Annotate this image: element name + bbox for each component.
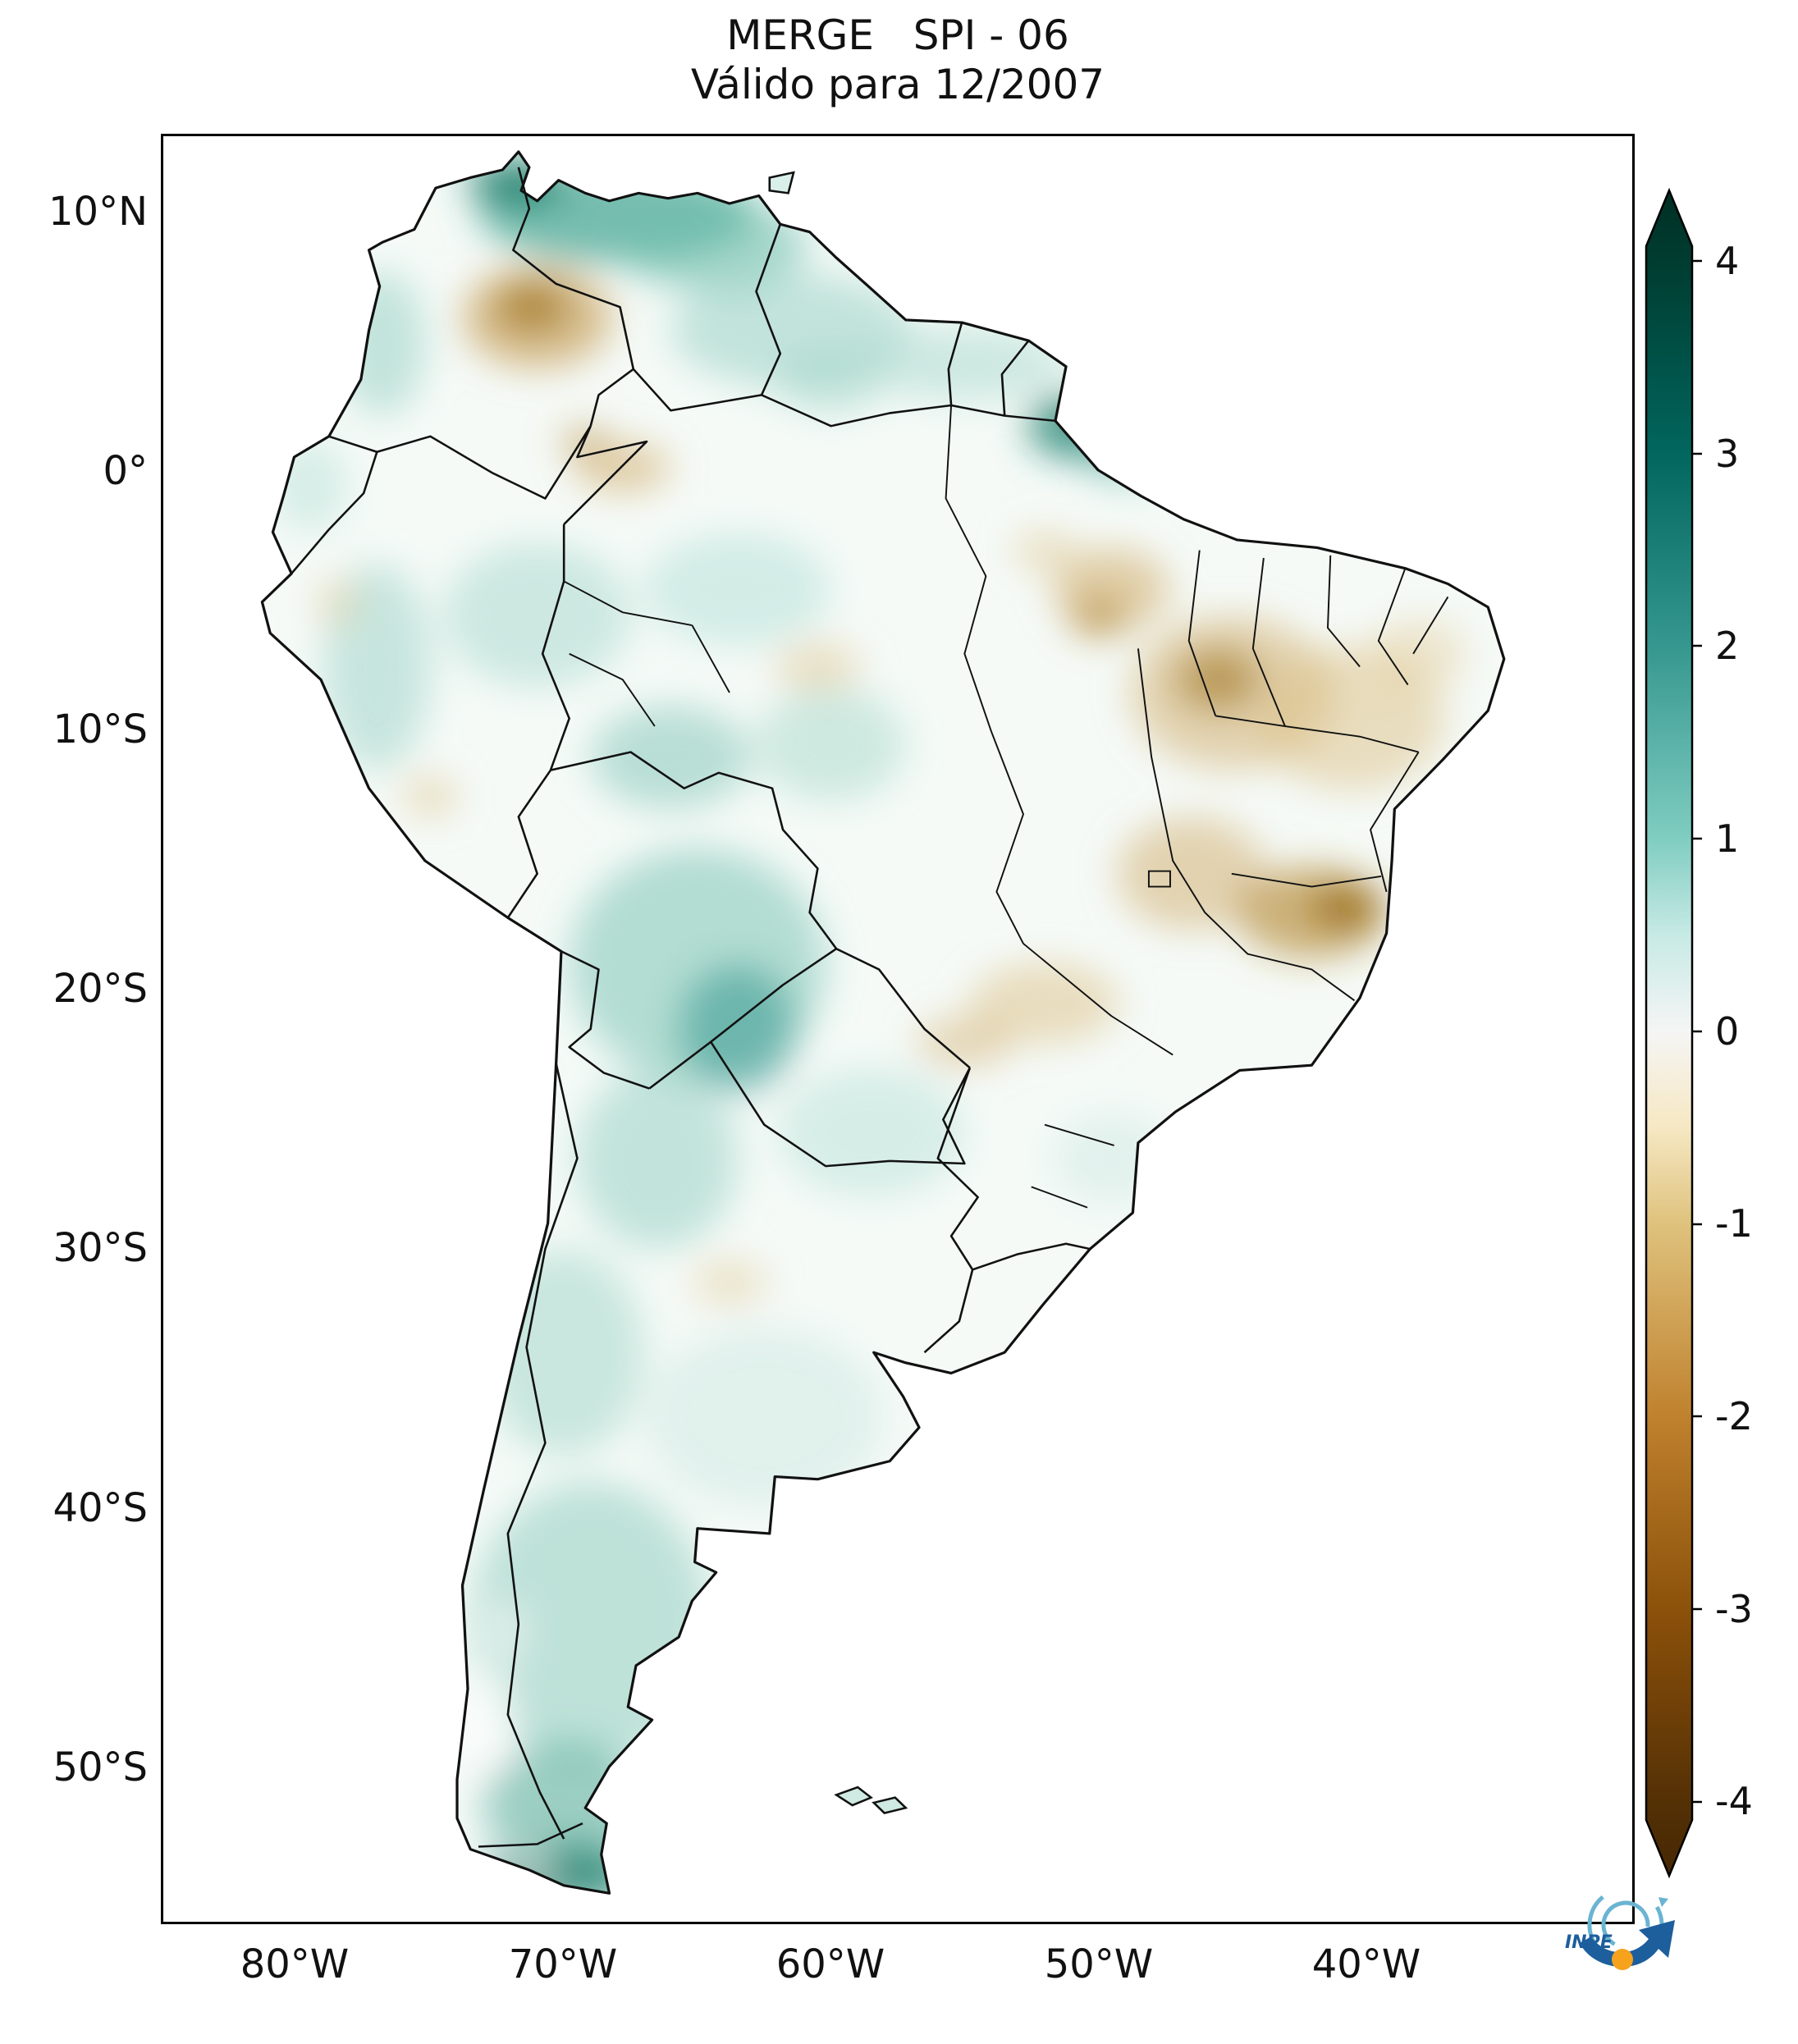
lon-tick-label: 70°W (508, 1941, 618, 1987)
logo-orange-dot-icon (1612, 1949, 1633, 1970)
logo-orbit-arrowhead-icon (1658, 1897, 1668, 1907)
lat-tick-label: 20°S (53, 966, 148, 1012)
south-america-map (260, 150, 1506, 1895)
logo-orbit-inner-icon (1601, 1900, 1650, 1950)
map-panel: INPE (161, 134, 1675, 1970)
lon-tick-label: 60°W (775, 1941, 885, 1987)
state-borders (563, 405, 1449, 1209)
colorbar-tick-label: 4 (1715, 239, 1740, 283)
lat-tick-label: 10°N (48, 189, 148, 235)
lat-tick-label: 10°S (53, 706, 148, 752)
colorbar-gradient-bar (1645, 187, 1694, 1879)
colorbar (1645, 187, 1702, 1879)
figure-title: MERGE SPI - 06 (726, 11, 1069, 59)
colorbar-tick-label: -1 (1715, 1201, 1753, 1246)
colorbar-tick-label: -3 (1715, 1587, 1753, 1631)
lon-tick-label: 40°W (1311, 1941, 1421, 1987)
magellan-strait-line (478, 1822, 583, 1848)
colorbar-tick-label: 1 (1715, 816, 1740, 861)
lat-tick-label: 30°S (53, 1225, 148, 1271)
colorbar-tick-label: 0 (1715, 1009, 1740, 1054)
spi-anomaly-field (262, 151, 1504, 1894)
country-borders (291, 167, 1091, 1840)
distrito-federal-outline (1147, 870, 1171, 888)
lon-tick-label: 80°W (240, 1941, 350, 1987)
colorbar-tick-label: -4 (1715, 1779, 1753, 1823)
lat-tick-label: 40°S (53, 1485, 148, 1531)
inpe-logo-text: INPE (1565, 1932, 1613, 1953)
colorbar-tick-label: -2 (1715, 1394, 1753, 1438)
logo-swoosh-arrow-icon (1580, 1920, 1675, 1968)
lon-tick-label: 50°W (1044, 1941, 1154, 1987)
falkland-islands (834, 1786, 908, 1814)
inpe-logo: INPE (1565, 1886, 1675, 1970)
colorbar-tick-label: 3 (1715, 432, 1740, 476)
trinidad-island (768, 171, 795, 194)
colorbar-tick-label: 2 (1715, 624, 1740, 668)
continent-outline (260, 150, 1506, 1895)
colorbar-tick-marks (1692, 259, 1702, 1804)
figure-subtitle: Válido para 12/2007 (690, 61, 1105, 108)
lat-tick-label: 0° (103, 448, 148, 494)
lat-tick-label: 50°S (53, 1744, 148, 1790)
